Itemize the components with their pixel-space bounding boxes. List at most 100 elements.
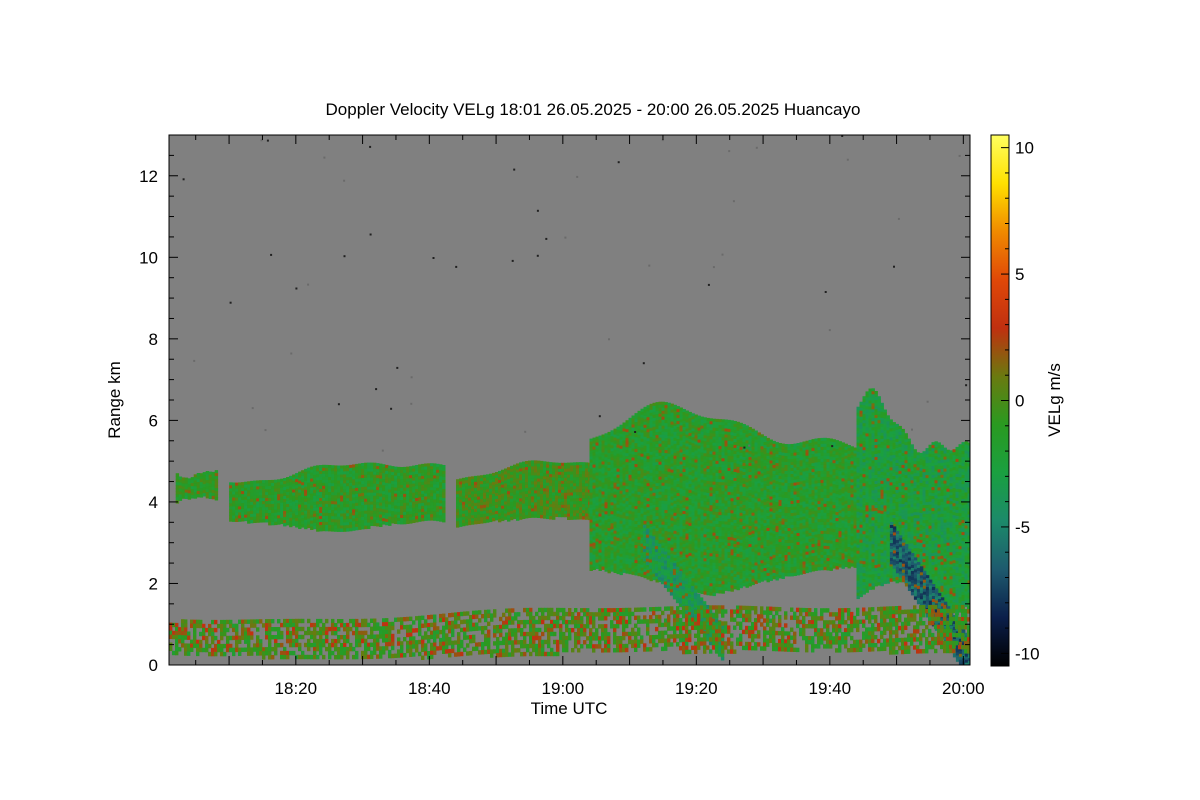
echo-cell [489, 513, 492, 516]
echo-cell [632, 416, 635, 419]
echo-cell [256, 489, 259, 492]
echo-cell [608, 510, 611, 513]
echo-cell [579, 468, 582, 471]
echo-cell [197, 479, 200, 482]
echo-cell [590, 532, 593, 535]
echo-cell [632, 458, 635, 461]
echo-cell [650, 512, 653, 515]
echo-cell [602, 465, 605, 468]
echo-cell [388, 469, 391, 472]
echo-cell [668, 469, 671, 472]
echo-cell [590, 481, 593, 484]
echo-cell [611, 433, 614, 436]
echo-cell [707, 493, 710, 496]
echo-cell [271, 510, 274, 513]
echo-cell [662, 507, 665, 510]
echo-cell [304, 493, 307, 496]
echo-cell [421, 503, 424, 506]
echo-cell [313, 526, 316, 529]
echo-cell [250, 481, 253, 484]
echo-cell [247, 520, 250, 523]
echo-cell [325, 522, 328, 525]
echo-cell [534, 505, 537, 508]
echo-cell [704, 516, 707, 519]
echo-cell [647, 465, 650, 468]
echo-cell [701, 423, 704, 426]
echo-cell [704, 525, 707, 528]
echo-cell [626, 480, 629, 483]
echo-cell [662, 453, 665, 456]
echo-cell [644, 575, 647, 578]
echo-cell [590, 460, 593, 463]
echo-cell [310, 491, 313, 494]
echo-cell [325, 489, 328, 492]
echo-cell [650, 479, 653, 482]
echo-cell [596, 497, 599, 500]
echo-cell [626, 477, 629, 480]
echo-cell [704, 543, 707, 546]
echo-cell [247, 505, 250, 508]
echo-cell [370, 487, 373, 490]
echo-cell [629, 508, 632, 511]
echo-cell [698, 518, 701, 521]
echo-cell [605, 433, 608, 436]
echo-cell [546, 474, 549, 477]
echo-cell [262, 513, 265, 516]
echo-cell [650, 425, 653, 428]
echo-cell [247, 508, 250, 511]
echo-cell [701, 486, 704, 489]
echo-cell [585, 468, 588, 471]
echo-cell [433, 511, 436, 514]
echo-cell [310, 518, 313, 521]
echo-cell [698, 536, 701, 539]
echo-cell [629, 463, 632, 466]
echo-cell [582, 483, 585, 486]
echo-cell [319, 474, 322, 477]
echo-cell [608, 519, 611, 522]
echo-cell [253, 484, 256, 487]
echo-cell [671, 494, 674, 497]
echo-cell [549, 495, 552, 498]
echo-cell [695, 451, 698, 454]
echo-cell [540, 467, 543, 470]
echo-cell [385, 513, 388, 516]
echo-cell [629, 436, 632, 439]
echo-cell [349, 522, 352, 525]
echo-cell [331, 525, 334, 528]
echo-cell [564, 484, 567, 487]
echo-cell [522, 465, 525, 468]
echo-cell [647, 570, 650, 573]
echo-cell [271, 492, 274, 495]
echo-cell [692, 452, 695, 455]
echo-cell [439, 482, 442, 485]
echo-cell [355, 482, 358, 485]
echo-cell [677, 436, 680, 439]
echo-cell [647, 447, 650, 450]
echo-cell [674, 444, 677, 447]
echo-cell [668, 409, 671, 412]
echo-cell [197, 482, 200, 485]
echo-cell [683, 409, 686, 412]
echo-cell [277, 518, 280, 521]
echo-cell [608, 516, 611, 519]
echo-cell [370, 505, 373, 508]
echo-cell [322, 522, 325, 525]
echo-cell [573, 471, 576, 474]
echo-cell [564, 514, 567, 517]
echo-cell [352, 527, 355, 530]
echo-cell [567, 484, 570, 487]
echo-cell [307, 474, 310, 477]
echo-cell [391, 517, 394, 520]
echo-cell [244, 485, 247, 488]
echo-cell [632, 527, 635, 530]
echo-cell [686, 432, 689, 435]
echo-cell [462, 487, 465, 490]
echo-cell [626, 516, 629, 519]
echo-cell [617, 490, 620, 493]
echo-cell [430, 508, 433, 511]
echo-cell [692, 572, 695, 575]
echo-cell [424, 479, 427, 482]
echo-cell [567, 496, 570, 499]
echo-cell [358, 473, 361, 476]
echo-cell [483, 490, 486, 493]
